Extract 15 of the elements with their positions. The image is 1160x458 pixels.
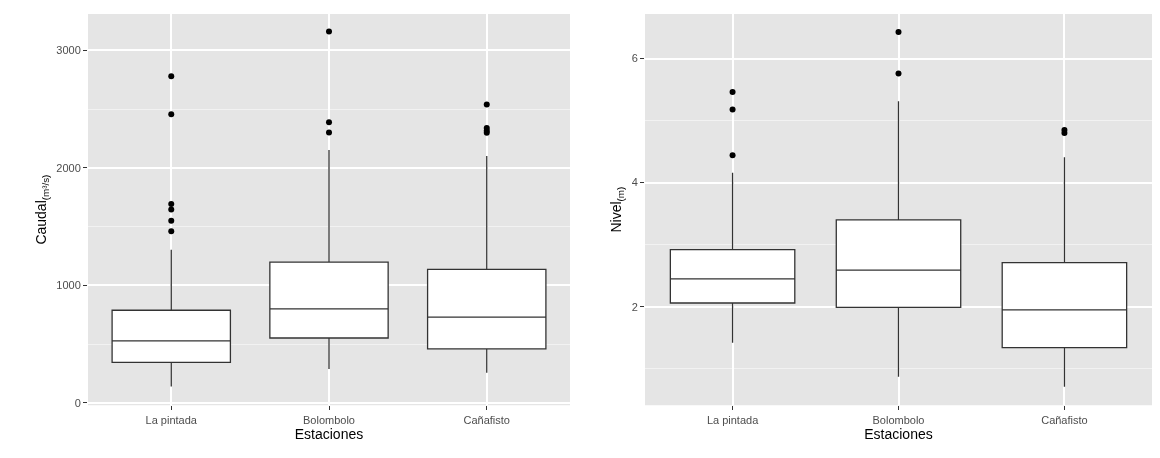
y-tick-label: 2000 xyxy=(56,161,81,174)
y-tick-label: 2 xyxy=(631,300,638,313)
y-tick-label: 6 xyxy=(631,52,638,65)
x-tick-label: La pintada xyxy=(706,413,760,426)
x-axis-title: Estaciones xyxy=(294,425,364,442)
x-axis-title: Estaciones xyxy=(864,425,933,442)
x-tick-label: Bolombolo xyxy=(872,413,925,426)
y-tick-label: 4 xyxy=(631,176,638,189)
x-tick-label: Bolombolo xyxy=(303,413,355,426)
x-tick-label: Cañafisto xyxy=(1041,413,1088,426)
y-tick-label: 3000 xyxy=(56,44,81,57)
x-tick-label: Cañafisto xyxy=(463,413,510,426)
y-tick-label: 1000 xyxy=(56,279,81,292)
x-tick-label: La pintada xyxy=(145,413,198,426)
y-tick-label: 0 xyxy=(74,396,81,409)
